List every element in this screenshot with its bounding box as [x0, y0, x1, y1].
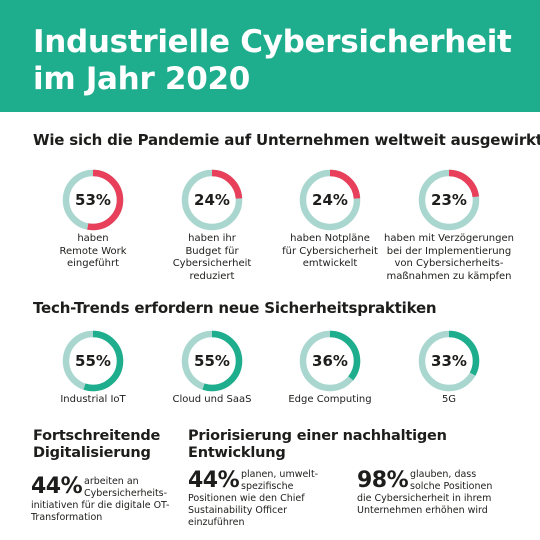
donut-caption-line: haben mit Verzögerungen — [384, 233, 514, 244]
digital-title-line: Digitalisierung — [33, 445, 151, 461]
donut-slice — [418, 330, 480, 392]
donut-value-label: 24% — [194, 191, 230, 209]
donut-caption: Industrial IoT — [18, 394, 168, 407]
sustain-title-line: Entwicklung — [188, 445, 286, 461]
sustain-stat-1: 44% — [188, 468, 240, 493]
sustain-text-line: Unternehmen erhöhen wird — [357, 505, 488, 516]
donut-caption-line: emtwickelt — [302, 258, 358, 269]
sustain-text-line: die Cybersicherheit in ihrem — [357, 493, 492, 504]
donut-caption-line: für Cybersicherheit — [282, 245, 378, 257]
sustain-text-1: planen, umwelt- spezifische Positionen w… — [188, 469, 318, 529]
donut-caption-line: von Cybersicherheits- — [394, 258, 504, 269]
donut-0-0: 53% — [62, 169, 124, 231]
donut-value-label: 55% — [75, 352, 111, 370]
donut-slice — [299, 169, 361, 231]
donut-caption-line: haben — [77, 233, 109, 244]
donut-1-3: 33% — [418, 330, 480, 392]
donut-caption-line: haben ihr — [188, 233, 236, 244]
donut-value-label: 55% — [194, 352, 230, 370]
sustain-text-2: glauben, dass solche Positionen die Cybe… — [357, 469, 492, 517]
pandemic-section-title: Wie sich die Pandemie auf Unternehmen we… — [33, 131, 540, 149]
sustain-text-line: Sustainability Officer — [188, 505, 287, 516]
sustain-title-line: Priorisierung einer nachhaltigen — [188, 428, 447, 444]
donut-slice — [181, 169, 243, 231]
donut-caption-line: Cybersicherheit — [172, 258, 252, 269]
digital-text-line: initiativen für die digitale OT- — [31, 500, 170, 511]
donut-slice — [62, 169, 124, 231]
sustain-text-line: einzuführen — [188, 517, 245, 528]
donut-caption-line: maßnahmen zu kämpfen — [386, 270, 512, 282]
donut-0-1: 24% — [181, 169, 243, 231]
donut-value-label: 23% — [431, 191, 467, 209]
trends-section-title: Tech-Trends erfordern neue Sicherheitspr… — [33, 299, 437, 317]
donut-caption-line: Edge Computing — [288, 394, 372, 405]
donut-slice — [418, 169, 480, 231]
donut-caption: 5G — [374, 394, 524, 407]
digital-text: arbeiten an Cybersicherheits- initiative… — [31, 476, 169, 524]
sustain-section-title: Priorisierung einer nachhaltigen Entwick… — [188, 428, 447, 462]
sustain-text-line: Positionen wie den Chief — [188, 493, 305, 504]
donut-slice — [181, 330, 243, 392]
sustain-text-line: spezifische — [241, 481, 294, 492]
digital-text-line: Transformation — [31, 512, 103, 523]
donut-caption-line: haben Notpläne — [290, 233, 370, 244]
donut-caption-line: reduziert — [189, 270, 235, 282]
header-banner: Industrielle Cybersicherheit im Jahr 202… — [0, 0, 540, 112]
donut-value-label: 53% — [75, 191, 111, 209]
donut-caption: haben Remote Work eingeführt — [18, 233, 168, 271]
sustain-stat-2: 98% — [357, 468, 409, 493]
page-title: Industrielle Cybersicherheit im Jahr 202… — [33, 24, 512, 97]
donut-caption: Cloud und SaaS — [137, 394, 287, 407]
donut-caption-line: bei der Implementierung — [386, 245, 512, 257]
donut-caption: Edge Computing — [255, 394, 405, 407]
donut-caption-line: Budget für — [185, 245, 239, 257]
sustain-text-line: glauben, dass — [410, 469, 477, 480]
sustain-text-line: planen, umwelt- — [241, 469, 319, 480]
donut-value-label: 36% — [312, 352, 348, 370]
donut-caption: haben Notpläne für Cybersicherheit emtwick… — [255, 233, 405, 271]
donut-caption: haben mit Verzögerungen bei der Implement… — [374, 233, 524, 283]
donut-slice — [299, 330, 361, 392]
donut-0-2: 24% — [299, 169, 361, 231]
donut-0-3: 23% — [418, 169, 480, 231]
donut-caption-line: eingeführt — [67, 258, 119, 269]
donut-caption-line: Remote Work — [59, 245, 127, 257]
donut-caption-line: 5G — [441, 394, 457, 405]
donut-value-label: 24% — [312, 191, 348, 209]
donut-caption-line: Cloud und SaaS — [172, 394, 252, 405]
donut-caption-line: Industrial IoT — [60, 394, 126, 405]
donut-1-0: 55% — [62, 330, 124, 392]
sustain-text-line: solche Positionen — [410, 481, 493, 492]
digital-section-title: Fortschreitende Digitalisierung — [33, 428, 160, 462]
donut-caption: haben ihr Budget für Cybersicherheit reduzi… — [137, 233, 287, 283]
donut-1-2: 36% — [299, 330, 361, 392]
digital-text-line: arbeiten an — [84, 476, 139, 487]
donut-value-label: 33% — [431, 352, 467, 370]
donut-1-1: 55% — [181, 330, 243, 392]
digital-text-line: Cybersicherheits- — [84, 488, 168, 499]
digital-title-line: Fortschreitende — [33, 428, 161, 444]
digital-stat: 44% — [31, 474, 83, 499]
donut-slice — [62, 330, 124, 392]
